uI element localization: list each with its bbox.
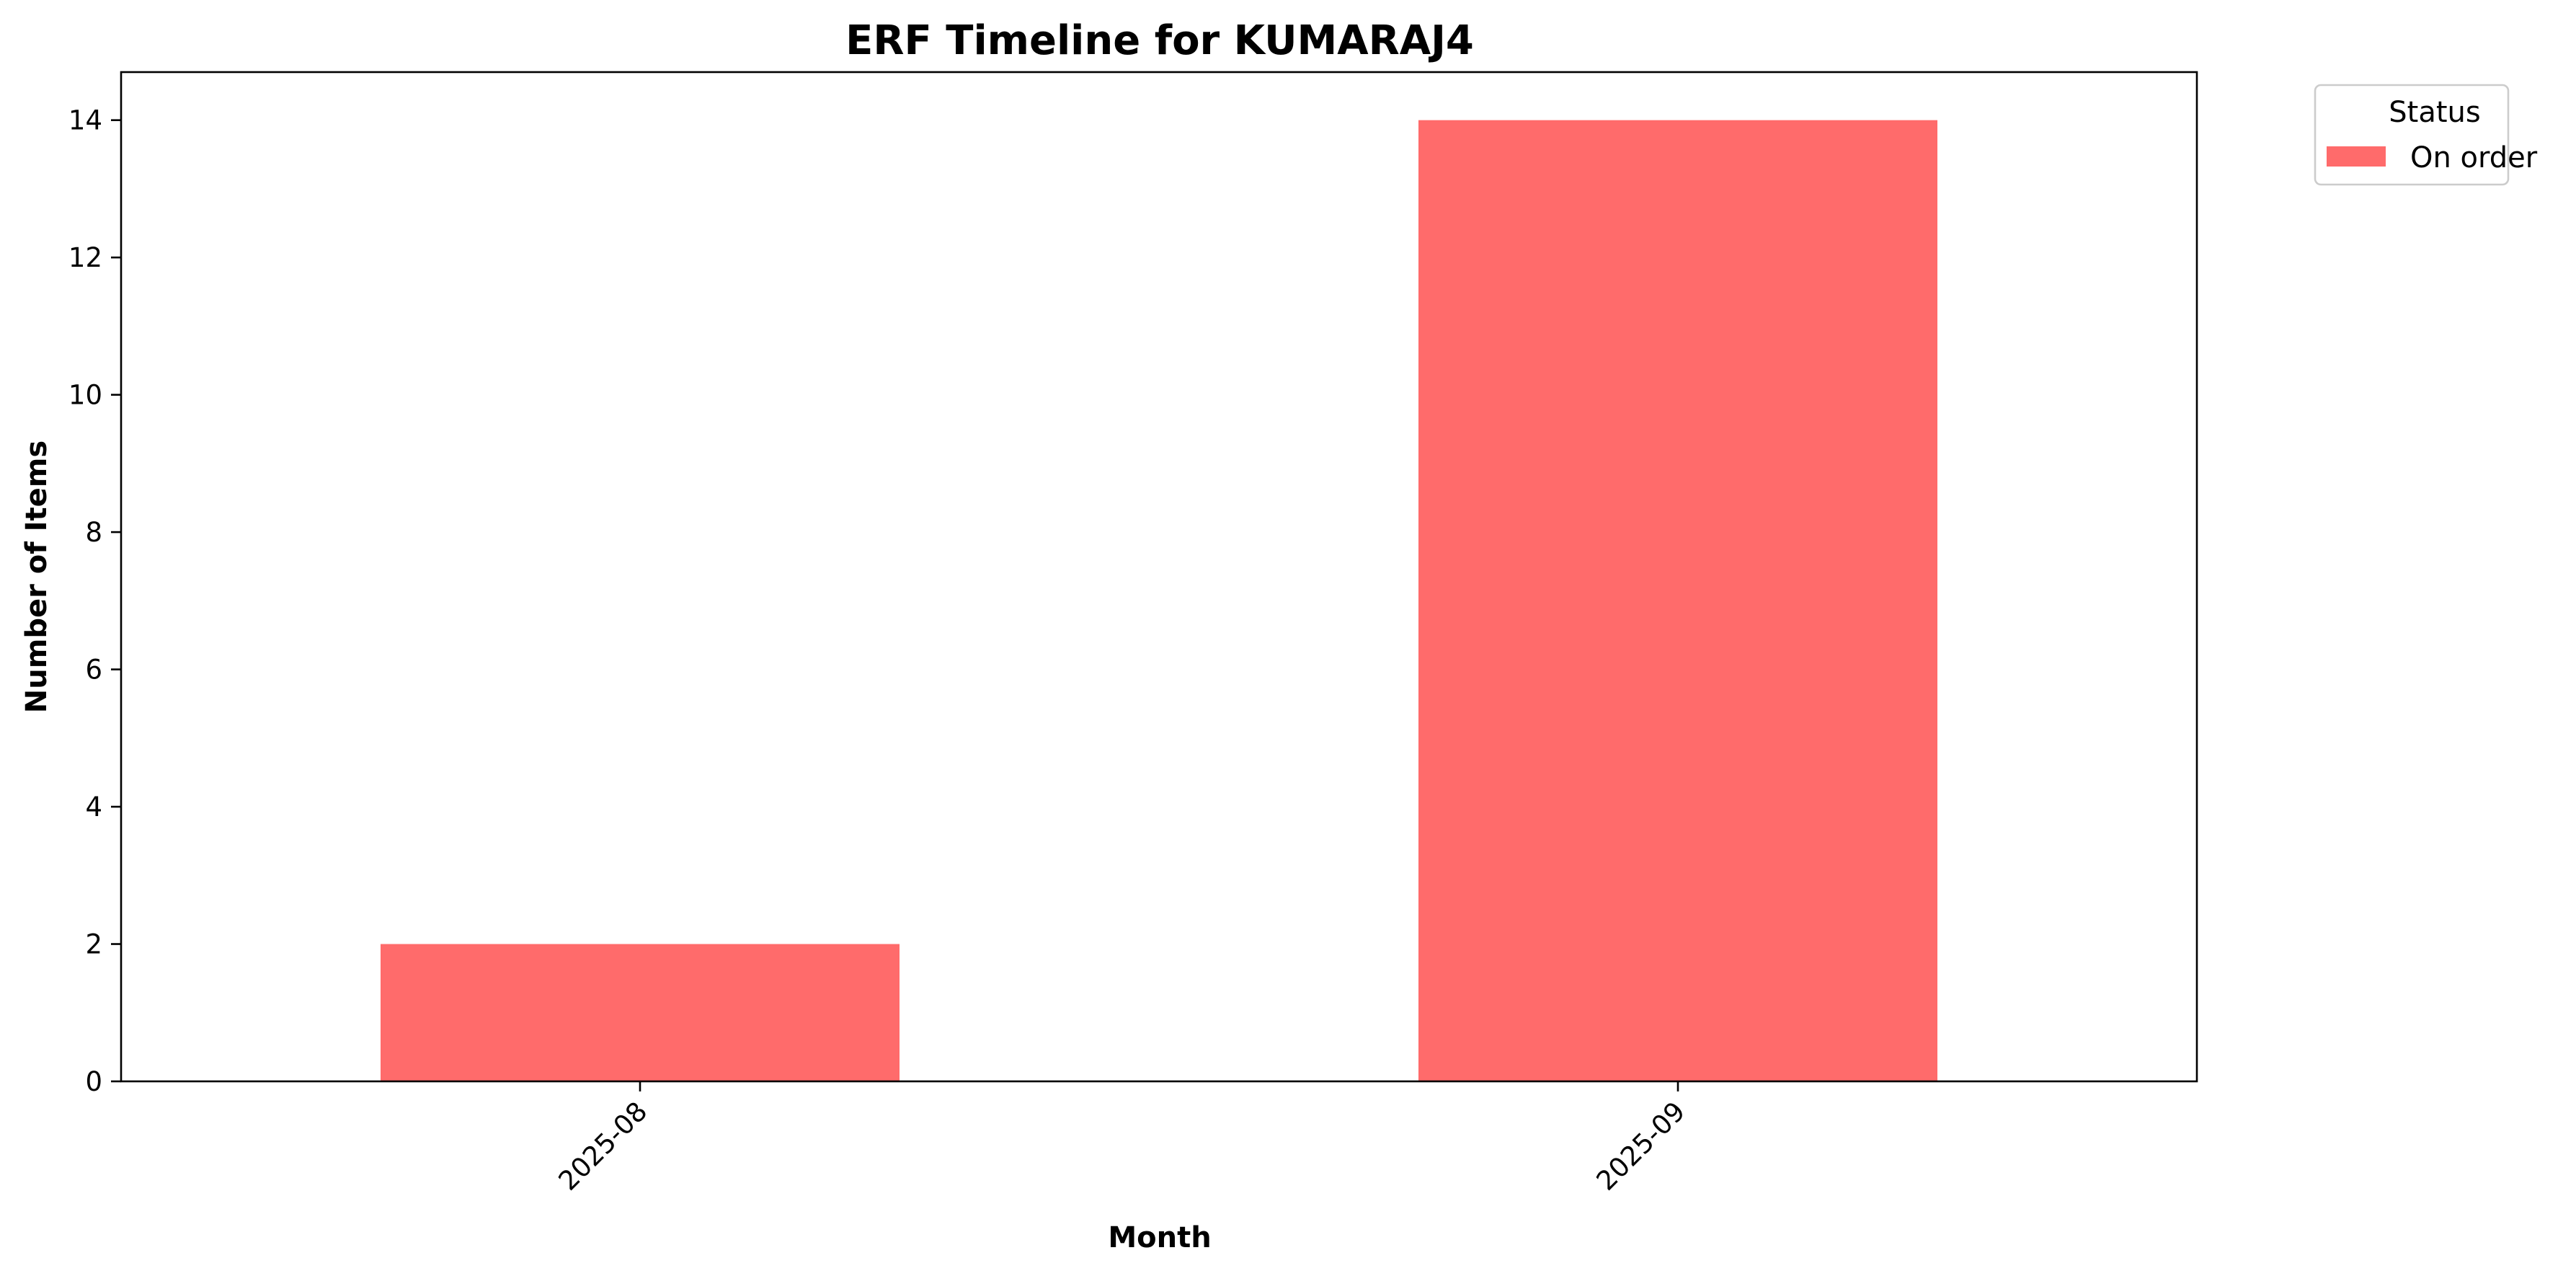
y-tick-label: 12 (68, 242, 102, 273)
y-tick-label: 0 (85, 1066, 102, 1097)
bars (381, 120, 1937, 1082)
x-tick-label-2025-08: 2025-08 (553, 1096, 654, 1197)
legend-title: Status (2389, 96, 2480, 129)
y-tick-label: 2 (85, 929, 102, 960)
bar-2025-09 (1418, 120, 1937, 1082)
legend-swatch-on-order (2327, 146, 2386, 167)
chart-title: ERF Timeline for KUMARAJ4 (845, 17, 1474, 64)
y-tick-label: 4 (85, 792, 102, 823)
legend-label-on-order: On order (2410, 141, 2538, 174)
legend: Status On order (2314, 84, 2538, 186)
x-axis-ticks: 2025-08 2025-09 (553, 1081, 1692, 1197)
bar-2025-08 (381, 944, 900, 1081)
y-tick-label: 14 (68, 105, 102, 136)
y-axis-title: Number of Items (20, 440, 53, 713)
y-tick-label: 8 (85, 517, 102, 548)
y-tick-label: 10 (68, 380, 102, 411)
plot-frame (120, 71, 2198, 1083)
x-tick-label-2025-09: 2025-09 (1591, 1096, 1692, 1197)
y-axis-ticks: 0 2 4 6 8 10 12 14 (68, 105, 121, 1097)
y-tick-label: 6 (85, 655, 102, 686)
x-axis-title: Month (1108, 1221, 1211, 1254)
